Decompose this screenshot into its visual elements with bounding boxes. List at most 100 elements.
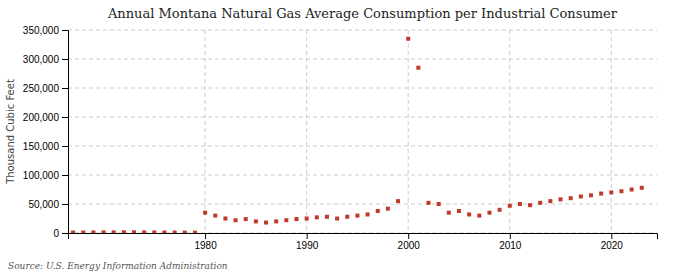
point — [447, 211, 451, 215]
point — [284, 218, 288, 222]
point — [498, 208, 502, 212]
grid-line-y — [68, 146, 657, 147]
y-axis-tick-label: 100,000 — [23, 170, 60, 181]
point — [183, 231, 187, 233]
point — [152, 230, 156, 233]
grid-line-x — [611, 30, 612, 233]
point — [427, 201, 431, 205]
grid-line-y — [68, 204, 657, 205]
point — [396, 199, 400, 203]
x-axis-tick-label: 2010 — [499, 240, 522, 251]
y-axis: 0 50,000 100,000 150,000 200,000 250,000 300,0… — [23, 25, 69, 239]
point — [640, 186, 644, 190]
point — [335, 217, 339, 221]
point — [102, 230, 106, 233]
x-axis-tick: 2020 — [601, 233, 624, 251]
x-axis-tick: 2010 — [499, 233, 522, 251]
point — [508, 204, 512, 208]
grid-line-x — [205, 30, 206, 233]
y-axis-tick-label: 0 — [53, 228, 59, 239]
point — [457, 209, 461, 213]
x-axis-tick-label: 1980 — [194, 240, 217, 251]
point — [406, 37, 410, 41]
y-axis-tick-label: 50,000 — [28, 199, 59, 210]
y-axis-tick-mark — [62, 146, 68, 147]
point — [213, 214, 217, 218]
y-axis-title: Thousand Cubic Feet — [5, 79, 16, 185]
point — [579, 194, 583, 198]
point — [630, 188, 634, 192]
x-axis-tick: 1980 — [194, 233, 217, 251]
point — [234, 218, 238, 222]
x-axis-tick-mark — [205, 233, 206, 239]
grid-line-x — [408, 30, 409, 233]
point — [487, 211, 491, 215]
grid-line-x — [509, 30, 510, 233]
point — [548, 199, 552, 203]
point — [294, 217, 298, 221]
y-axis-tick: 50,000 — [28, 199, 68, 210]
y-axis-tick-label: 300,000 — [23, 54, 60, 65]
point — [132, 230, 136, 233]
y-axis-tick-mark — [62, 175, 68, 176]
point — [559, 197, 563, 201]
point — [386, 207, 390, 211]
x-axis-tick-label: 2000 — [398, 240, 421, 251]
y-axis-tick: 150,000 — [23, 141, 68, 152]
point — [122, 230, 126, 233]
x-axis: 1980 1990 2000 2010 2020 — [69, 233, 658, 251]
point — [162, 230, 166, 233]
y-axis-tick-mark — [62, 117, 68, 118]
point — [528, 203, 532, 207]
points — [71, 37, 644, 233]
x-axis-tick-mark — [307, 233, 308, 239]
grid-line-y — [68, 30, 657, 31]
x-axis-tick-mark — [408, 233, 409, 239]
y-axis-tick: 200,000 — [23, 112, 68, 123]
y-axis-tick-mark — [62, 233, 68, 234]
y-axis-tick-mark — [62, 204, 68, 205]
y-axis-tick-mark — [62, 88, 68, 89]
x-axis-tick: 2000 — [398, 233, 421, 251]
point — [315, 215, 319, 219]
point — [355, 214, 359, 218]
point — [254, 219, 258, 223]
point — [305, 217, 309, 221]
point — [71, 231, 75, 233]
x-axis-tick-mark — [510, 233, 511, 239]
title: Annual Montana Natural Gas Average Consu… — [107, 6, 618, 21]
point — [142, 230, 146, 233]
y-axis-tick: 350,000 — [23, 25, 68, 36]
point — [223, 217, 227, 221]
point — [203, 211, 207, 215]
grid — [68, 30, 657, 233]
point — [619, 189, 623, 193]
point — [518, 202, 522, 206]
grid-line-y — [68, 175, 657, 176]
point — [325, 215, 329, 219]
point — [366, 212, 370, 216]
point — [569, 196, 573, 200]
point — [193, 231, 197, 233]
y-axis-tick-label: 250,000 — [23, 83, 60, 94]
point — [467, 212, 471, 216]
x-axis-tick-mark — [611, 233, 612, 239]
y-axis-line — [62, 31, 69, 234]
y-axis-tick-mark — [62, 59, 68, 60]
y-axis-tick: 100,000 — [23, 170, 68, 181]
grid-line-y — [68, 88, 657, 89]
point — [345, 215, 349, 219]
point — [81, 230, 85, 233]
x-axis-tick-label: 2020 — [601, 240, 624, 251]
point — [173, 231, 177, 233]
point — [589, 193, 593, 197]
plot-area: 1980 1990 2000 2010 2020 0 50,000 100,000 150,00… — [23, 25, 658, 251]
point — [437, 202, 441, 206]
x-axis-tick-label: 1990 — [296, 240, 319, 251]
y-axis-tick: 0 — [53, 228, 68, 239]
x-axis-line — [69, 234, 658, 240]
point — [477, 214, 481, 218]
chart: 1980 1990 2000 2010 2020 0 50,000 100,000 150,00… — [0, 0, 675, 275]
point — [91, 230, 95, 233]
y-axis-tick-label: 350,000 — [23, 25, 60, 36]
